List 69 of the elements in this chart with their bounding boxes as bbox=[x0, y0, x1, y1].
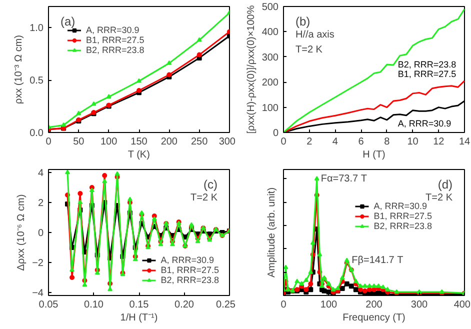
y-tick-label: 400 bbox=[262, 27, 279, 38]
x-tick-label: 200 bbox=[366, 300, 383, 310]
y-tick-label: −2 bbox=[32, 258, 44, 269]
y-tick-label: −4 bbox=[32, 288, 44, 299]
legend-label: B1, RRR=27.5 bbox=[160, 265, 219, 275]
x-tick-label: 400 bbox=[454, 300, 471, 310]
series-label: B2, RRR=23.8 bbox=[398, 60, 456, 70]
annotation: T=2 K bbox=[296, 44, 323, 56]
y-tick-label: 0.0 bbox=[30, 128, 44, 139]
legend-label: B1, RRR=27.5 bbox=[374, 211, 432, 221]
x-tick-label: 0.15 bbox=[129, 300, 150, 310]
legend-label: B2, RRR=23.8 bbox=[160, 275, 219, 285]
y-tick-label: 300 bbox=[262, 52, 279, 64]
y-tick-label: 0 bbox=[38, 228, 44, 239]
y-tick-label: 2 bbox=[38, 198, 44, 209]
x-tick-label: 0.20 bbox=[174, 300, 194, 310]
y-axis-title: [ρxx(H)-ρxx(0)]/ρxx(0)×100% bbox=[246, 5, 257, 134]
x-axis-title: H (T) bbox=[362, 150, 386, 160]
y-tick-label: 100 bbox=[262, 102, 279, 114]
annotation: T=2 K bbox=[426, 192, 453, 204]
x-tick-label: 100 bbox=[100, 136, 118, 148]
x-tick-label: 0 bbox=[280, 136, 287, 148]
x-tick-label: 0 bbox=[280, 300, 287, 310]
annotation: (d) bbox=[438, 178, 453, 192]
y-tick-label: 0 bbox=[272, 128, 279, 139]
x-tick-label: 0.25 bbox=[216, 300, 236, 310]
y-axis-title: Amplitude (arb. unit) bbox=[266, 187, 278, 278]
x-tick-label: 0.05 bbox=[38, 300, 59, 310]
x-tick-label: 8 bbox=[384, 136, 390, 148]
x-tick-label: 12 bbox=[433, 136, 445, 148]
x-tick-label: 0 bbox=[46, 136, 52, 148]
annotation: (a) bbox=[60, 14, 76, 28]
legend-label: B2, RRR=23.8 bbox=[86, 45, 144, 55]
annotation: H//a axis bbox=[296, 30, 334, 40]
annotation: (b) bbox=[296, 14, 310, 28]
legend-label: A, RRR=30.9 bbox=[374, 201, 427, 211]
x-tick-label: 150 bbox=[130, 136, 148, 148]
y-tick-label: 0.5 bbox=[30, 76, 44, 86]
x-tick-label: 300 bbox=[218, 136, 236, 148]
y-tick-label: 500 bbox=[262, 2, 279, 13]
x-tick-label: 0.10 bbox=[84, 300, 104, 310]
x-tick-label: 2 bbox=[306, 136, 313, 148]
y-tick-label: 4 bbox=[38, 168, 44, 179]
legend-label: B2, RRR=23.8 bbox=[374, 221, 432, 231]
series-label: B1, RRR=27.5 bbox=[398, 69, 456, 80]
annotation: T=2 K bbox=[190, 192, 218, 204]
y-tick-label: 1.0 bbox=[30, 23, 44, 34]
y-axis-title: Δρxx (10⁻⁶ Ω cm) bbox=[16, 194, 28, 271]
x-axis-title: Frequency (T) bbox=[342, 312, 406, 324]
series-label: A, RRR=30.9 bbox=[398, 118, 452, 128]
x-tick-label: 300 bbox=[410, 300, 428, 310]
x-axis-title: 1/H (T⁻¹) bbox=[120, 312, 158, 324]
annotation: Fβ=141.7 T bbox=[352, 255, 404, 266]
y-axis-title: ρxx (10⁻³ Ω cm) bbox=[14, 35, 25, 104]
x-tick-label: 250 bbox=[190, 136, 208, 148]
legend-label: B1, RRR=27.5 bbox=[86, 35, 144, 45]
legend-label: A, RRR=30.9 bbox=[160, 255, 214, 265]
legend-label: A, RRR=30.9 bbox=[86, 25, 140, 35]
y-tick-label: 200 bbox=[262, 78, 279, 89]
x-tick-label: 100 bbox=[320, 300, 338, 310]
x-tick-label: 50 bbox=[73, 136, 85, 148]
x-tick-label: 14 bbox=[458, 136, 470, 148]
x-axis-title: T (K) bbox=[128, 150, 150, 160]
x-tick-label: 6 bbox=[358, 136, 364, 148]
x-tick-label: 10 bbox=[407, 136, 419, 148]
annotation: (c) bbox=[204, 178, 218, 192]
x-tick-label: 200 bbox=[160, 136, 178, 148]
annotation: Fα=73.7 T bbox=[320, 173, 367, 184]
x-tick-label: 4 bbox=[332, 136, 338, 148]
